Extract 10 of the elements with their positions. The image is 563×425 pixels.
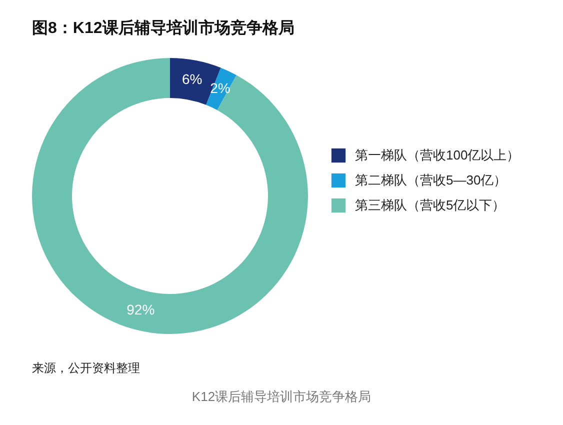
data-label: 92% bbox=[126, 301, 155, 318]
source-note: 来源，公开资料整理 bbox=[32, 360, 140, 377]
legend-label: 第二梯队（营收5—30亿） bbox=[355, 172, 507, 188]
chart-title: 图8：K12课后辅导培训市场竞争格局 bbox=[32, 19, 294, 37]
legend-label: 第一梯队（营收100亿以上） bbox=[355, 148, 520, 162]
data-label: 6% bbox=[182, 71, 202, 88]
legend-label: 第三梯队（营收5亿以下） bbox=[355, 198, 506, 212]
text: K12课后辅导培训市场竞争格局 bbox=[190, 388, 372, 406]
donut-slice bbox=[32, 58, 308, 334]
data-label: 2% bbox=[210, 80, 230, 96]
